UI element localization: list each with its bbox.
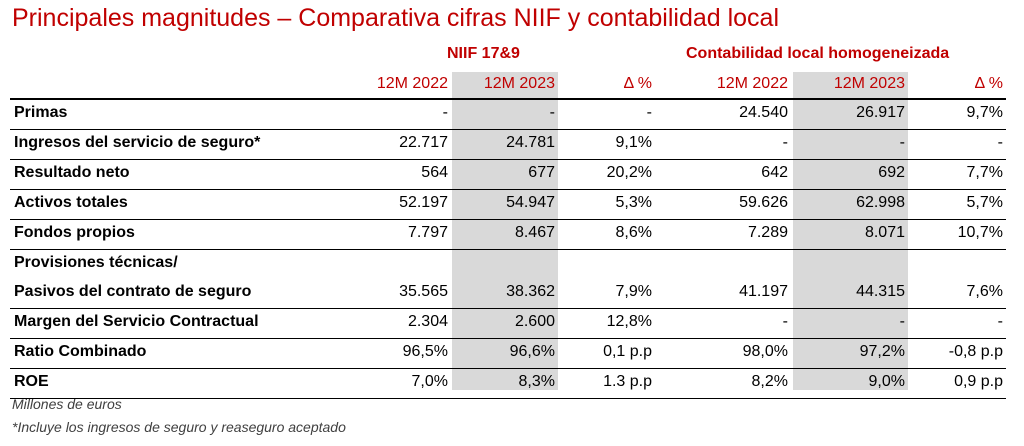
group-header: NIIF 17&9 (447, 45, 520, 62)
cell: 41.197 (739, 283, 788, 300)
title: Principales magnitudes – Comparativa cif… (12, 4, 780, 32)
cell: - (549, 104, 555, 121)
cell: 12,8% (606, 313, 652, 330)
rule (10, 219, 1006, 220)
footnote: *Incluye los ingresos de seguro y reaseg… (12, 419, 346, 435)
cell: 2.304 (407, 313, 448, 330)
cell: 8,6% (615, 224, 652, 241)
rule (10, 338, 1006, 339)
column-shade (452, 72, 558, 390)
cell: 8,3% (518, 373, 555, 390)
cell: 20,2% (606, 164, 652, 181)
cell: 8,2% (751, 373, 788, 390)
cell: 35.565 (399, 283, 448, 300)
rule (10, 398, 1006, 399)
cell: - (782, 313, 788, 330)
cell: 52.197 (399, 194, 448, 211)
cell: 677 (528, 164, 555, 181)
row-label: Ratio Combinado (14, 343, 147, 360)
cell: 24.781 (506, 134, 555, 151)
cell: 22.717 (399, 134, 448, 151)
cell: 10,7% (957, 224, 1003, 241)
column-header: 12M 2022 (716, 75, 788, 92)
column-shade (793, 72, 908, 390)
column-header: 12M 2023 (833, 75, 905, 92)
cell: 7.289 (747, 224, 788, 241)
row-label: Resultado neto (14, 164, 130, 181)
rule (10, 98, 1006, 100)
cell: - (442, 104, 448, 121)
cell: 1.3 p.p (603, 373, 652, 390)
cell: - (646, 104, 652, 121)
cell: 26.917 (856, 104, 905, 121)
cell: 642 (761, 164, 788, 181)
rule (10, 129, 1006, 130)
row-label: Provisiones técnicas/ (14, 254, 178, 271)
cell: - (997, 313, 1003, 330)
column-header: Δ % (974, 75, 1003, 92)
row-label: Ingresos del servicio de seguro* (14, 134, 261, 151)
row-label: Primas (14, 104, 68, 121)
column-header: 12M 2023 (483, 75, 555, 92)
cell: 9,0% (868, 373, 905, 390)
row-label: Pasivos del contrato de seguro (14, 283, 252, 300)
cell: 7,6% (966, 283, 1003, 300)
rule (10, 159, 1006, 160)
cell: 98,0% (742, 343, 788, 360)
cell: - (899, 134, 905, 151)
cell: 44.315 (856, 283, 905, 300)
cell: 9,1% (615, 134, 652, 151)
cell: 54.947 (506, 194, 555, 211)
cell: 7,7% (966, 164, 1003, 181)
rule (10, 249, 1006, 250)
cell: 96,6% (509, 343, 555, 360)
cell: 692 (878, 164, 905, 181)
cell: -0,8 p.p (948, 343, 1003, 360)
cell: 24.540 (739, 104, 788, 121)
cell: 5,7% (966, 194, 1003, 211)
cell: 7,0% (411, 373, 448, 390)
cell: 0,9 p.p (954, 373, 1003, 390)
cell: 2.600 (514, 313, 555, 330)
cell: 7,9% (615, 283, 652, 300)
cell: 9,7% (966, 104, 1003, 121)
cell: 5,3% (615, 194, 652, 211)
cell: - (782, 134, 788, 151)
cell: 8.071 (864, 224, 905, 241)
cell: - (899, 313, 905, 330)
row-label: ROE (14, 373, 49, 390)
row-label: Fondos propios (14, 224, 135, 241)
cell: 62.998 (856, 194, 905, 211)
cell: 7.797 (407, 224, 448, 241)
rule (10, 189, 1006, 190)
cell: 564 (421, 164, 448, 181)
cell: 97,2% (859, 343, 905, 360)
cell: 38.362 (506, 283, 555, 300)
rule (10, 308, 1006, 309)
cell: 8.467 (514, 224, 555, 241)
cell: 96,5% (402, 343, 448, 360)
column-header: Δ % (623, 75, 652, 92)
cell: - (997, 134, 1003, 151)
rule (10, 368, 1006, 369)
row-label: Activos totales (14, 194, 128, 211)
cell: 59.626 (739, 194, 788, 211)
cell: 0,1 p.p (603, 343, 652, 360)
row-label: Margen del Servicio Contractual (14, 313, 259, 330)
group-header: Contabilidad local homogeneizada (686, 45, 950, 62)
column-header: 12M 2022 (376, 75, 448, 92)
footnote: Millones de euros (12, 396, 122, 412)
